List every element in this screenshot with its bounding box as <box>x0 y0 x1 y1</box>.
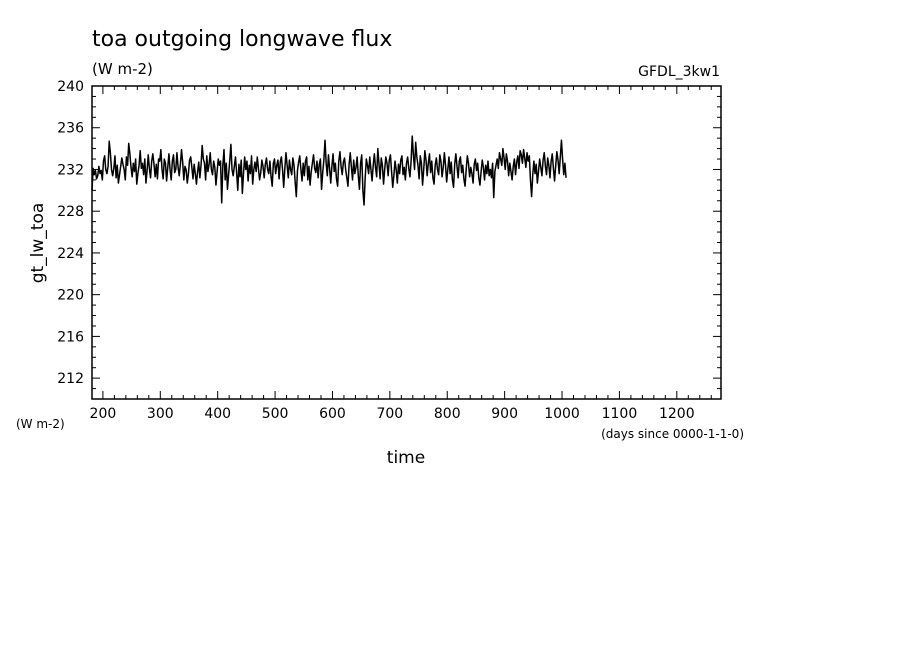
series-line <box>91 135 567 206</box>
y-tick-label: 224 <box>57 246 84 262</box>
x-tick-label: 1200 <box>659 406 695 422</box>
y-tick-label: 220 <box>57 288 84 304</box>
x-tick-label: 900 <box>491 406 518 422</box>
x-tick-label: 1100 <box>602 406 638 422</box>
x-tick-label: 400 <box>204 406 231 422</box>
y-tick-label: 212 <box>57 371 84 387</box>
chart-title: toa outgoing longwave flux <box>92 27 392 52</box>
x-tick-label: 300 <box>147 406 174 422</box>
plot-frame <box>91 85 722 400</box>
y-axis-label: gt_lw_toa <box>28 203 48 284</box>
y-tick-label: 228 <box>57 204 84 220</box>
x-axis: 200 300 400 500 600 700 800 900 1000 1100 1200 <box>90 86 712 422</box>
x-axis-label: time <box>387 448 425 468</box>
x-tick-label: 1000 <box>544 406 580 422</box>
y-tick-label: 216 <box>57 329 84 345</box>
chart-units: (W m-2) <box>92 60 153 78</box>
dataset-label: GFDL_3kw1 <box>638 64 720 80</box>
x-tick-label: 800 <box>434 406 461 422</box>
x-tick-label: 200 <box>90 406 117 422</box>
y-tick-label: 236 <box>57 121 84 137</box>
y-tick-label: 240 <box>57 79 84 95</box>
x-tick-label: 700 <box>376 406 403 422</box>
y-axis-units: (W m-2) <box>16 417 65 431</box>
y-tick-label: 232 <box>57 162 84 178</box>
x-tick-label: 500 <box>262 406 289 422</box>
y-axis: 212 216 220 224 228 232 236 240 <box>57 79 721 400</box>
x-axis-units: (days since 0000-1-1-0) <box>601 427 744 441</box>
x-tick-label: 600 <box>319 406 346 422</box>
